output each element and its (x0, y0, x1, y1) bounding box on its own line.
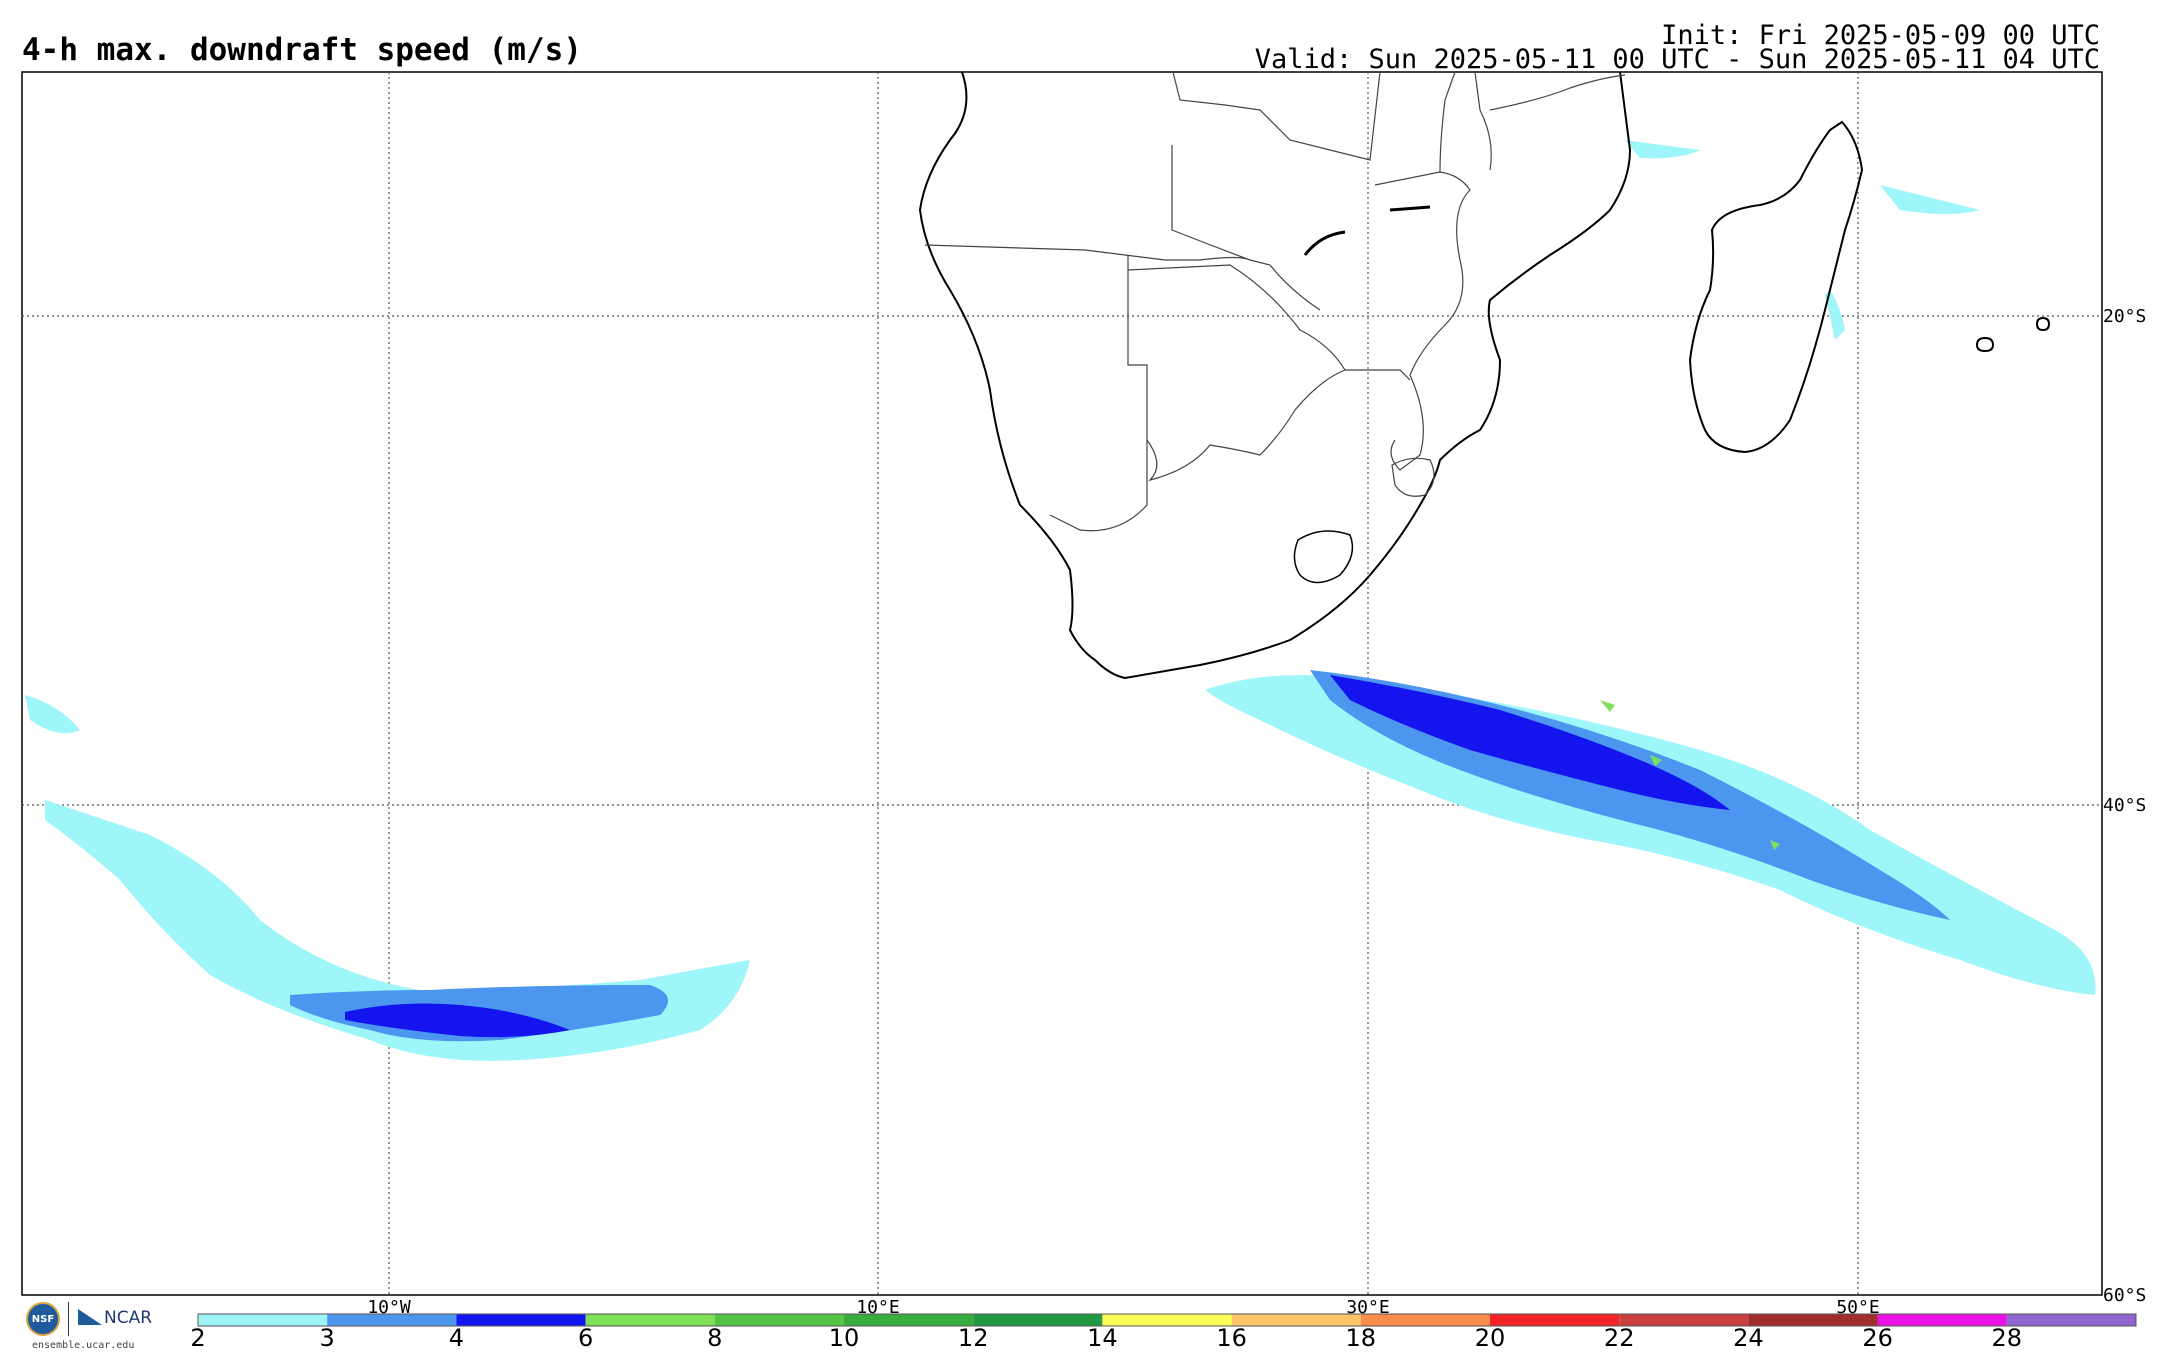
colorbar-tick-label: 18 (1346, 1324, 1377, 1352)
colorbar-swatch (1102, 1314, 1232, 1326)
colorbar-swatch (198, 1314, 328, 1326)
colorbar-swatch (714, 1314, 844, 1326)
colorbar-swatch (1231, 1314, 1361, 1326)
map-title: 4-h max. downdraft speed (m/s) (22, 32, 582, 68)
colorbar-swatch (844, 1314, 974, 1326)
land-outlines (918, 71, 2051, 680)
colorbar-tick-label: 22 (1604, 1324, 1635, 1352)
colorbar-swatch (1360, 1314, 1490, 1326)
lon-label-10e: 10°E (856, 1297, 899, 1318)
colorbar-tick-label: 12 (958, 1324, 989, 1352)
ncar-text: NCAR (104, 1308, 153, 1328)
logo-url: ensemble.ucar.edu (32, 1340, 135, 1351)
downdraft-field-southwest (25, 695, 750, 1061)
valid-time: Valid: Sun 2025-05-11 00 UTC - Sun 2025-… (1254, 44, 2100, 75)
lesotho-outline (1293, 530, 1354, 584)
lon-label-10w: 10°W (367, 1297, 411, 1318)
lat-label-60s: 60°S (2103, 1285, 2146, 1306)
colorbar-swatch (1877, 1314, 2007, 1326)
nsf-seal-icon: NSF (26, 1302, 60, 1336)
colorbar-swatch (2006, 1314, 2136, 1326)
lon-label-50e: 50°E (1836, 1297, 1879, 1318)
logo-divider (68, 1302, 69, 1336)
colorbar-swatch (456, 1314, 586, 1326)
colorbar-tick-label: 10 (829, 1324, 860, 1352)
colorbar-tick-label: 24 (1733, 1324, 1764, 1352)
colorbar-swatch (327, 1314, 457, 1326)
mauritius-outline (1975, 336, 1995, 353)
colorbar-tick-label: 20 (1475, 1324, 1506, 1352)
colorbar-swatch (1619, 1314, 1749, 1326)
colorbar-swatch (973, 1314, 1103, 1326)
init-time: Init: Fri 2025-05-09 00 UTC (1661, 20, 2100, 51)
reunion-outline (2035, 316, 2051, 332)
colorbar-swatch (585, 1314, 715, 1326)
country-borders (924, 71, 1626, 532)
ncar-wordmark: NCAR (78, 1308, 152, 1328)
colorbar-swatch (1490, 1314, 1620, 1326)
colorbar-tick-label: 14 (1087, 1324, 1118, 1352)
colorbar-tick-label: 8 (707, 1324, 722, 1352)
colorbar-tick-label: 16 (1216, 1324, 1247, 1352)
axis-labels: 10°W 10°E 30°E 50°E 20°S 40°S 60°S (367, 306, 2146, 1318)
lon-label-30e: 30°E (1346, 1297, 1389, 1318)
colorbar-tick-label: 28 (1992, 1324, 2023, 1352)
madagascar-coastline (1688, 120, 1864, 454)
nsf-ncar-logo: NSF NCAR ensemble.ucar.edu (24, 1300, 164, 1354)
colorbar-frame (197, 1313, 2137, 1327)
colorbar-tick-label: 3 (320, 1324, 335, 1352)
colorbar-tick-label: 26 (1862, 1324, 1893, 1352)
ncar-triangle-icon (78, 1309, 102, 1325)
lat-label-20s: 20°S (2103, 306, 2146, 327)
africa-coastline (918, 71, 1632, 680)
map-frame (21, 71, 2103, 1296)
colorbar-tick-label: 4 (449, 1324, 464, 1352)
downdraft-field-southeast (1205, 140, 2096, 995)
colorbar-tick-label: 2 (190, 1324, 205, 1352)
colorbar-tick-label: 6 (578, 1324, 593, 1352)
colorbar: 2 3 4 6 8 10 12 14 16 18 20 22 24 26 28 (190, 1313, 2137, 1352)
colorbar-swatch (1748, 1314, 1878, 1326)
lat-label-40s: 40°S (2103, 795, 2146, 816)
